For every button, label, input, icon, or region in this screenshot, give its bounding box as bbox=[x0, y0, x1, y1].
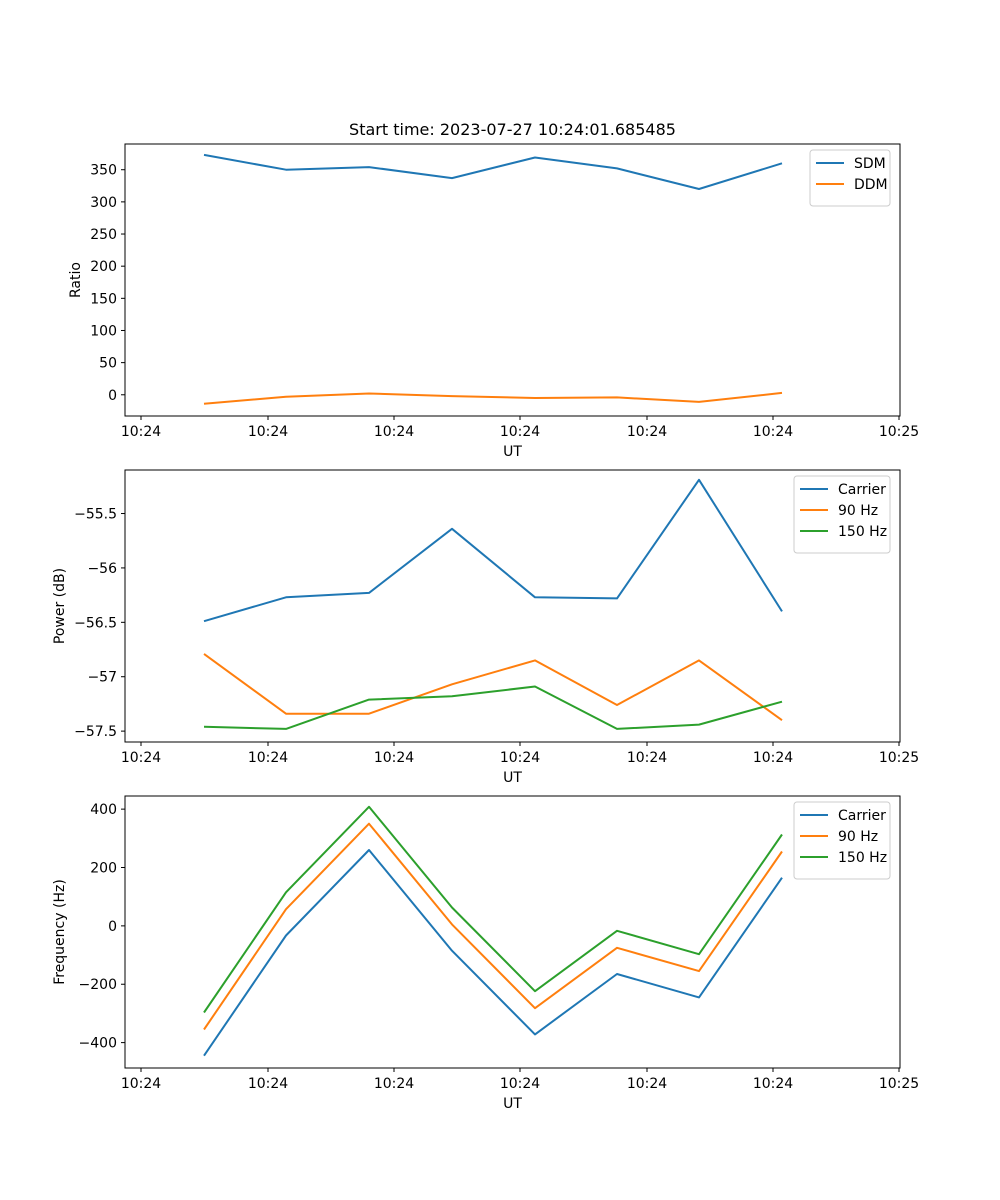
series-line-90-hz bbox=[203, 822, 783, 1031]
y-tick-label: 50 bbox=[99, 356, 117, 372]
y-tick-label: 100 bbox=[90, 323, 117, 339]
x-tick-label: 10:24 bbox=[374, 1076, 414, 1092]
x-tick-label: 10:24 bbox=[627, 1076, 667, 1092]
legend-label: DDM bbox=[854, 177, 888, 193]
x-axis-label: UT bbox=[503, 444, 522, 460]
subplot-1: Start time: 2023-07-27 10:24:01.685485 10… bbox=[68, 120, 919, 460]
y-tick-label: −56 bbox=[87, 561, 117, 577]
legend: SDM DDM bbox=[809, 149, 891, 207]
x-tick-label: 10:24 bbox=[374, 424, 414, 440]
y-tick-label: −57.5 bbox=[74, 724, 117, 740]
x-tick-label: 10:24 bbox=[627, 750, 667, 766]
x-tick-label: 10:24 bbox=[753, 750, 793, 766]
y-tick-label: 300 bbox=[90, 195, 117, 211]
x-tick-label: 10:24 bbox=[627, 424, 667, 440]
y-tick-label: 200 bbox=[90, 259, 117, 275]
legend-label: Carrier bbox=[838, 482, 886, 498]
y-tick-label: −57 bbox=[87, 670, 117, 686]
y-tick-label: 400 bbox=[90, 802, 117, 818]
x-tick-label: 10:24 bbox=[121, 424, 161, 440]
legend-box bbox=[793, 801, 891, 880]
y-axis-label: Ratio bbox=[68, 262, 84, 298]
y-tick-label: −55.5 bbox=[74, 507, 117, 523]
y-tick-label: 0 bbox=[108, 919, 117, 935]
x-tick-label: 10:24 bbox=[248, 1076, 288, 1092]
y-tick-label: −400 bbox=[79, 1036, 117, 1052]
y-axis-label: Power (dB) bbox=[52, 568, 68, 644]
x-axis-label: UT bbox=[503, 770, 522, 786]
legend-label: 90 Hz bbox=[838, 503, 878, 519]
subplot-3: 10:24 10:24 10:24 10:24 10:24 10:24 10:25 UT −40… bbox=[52, 795, 919, 1112]
x-tick-label: 10:24 bbox=[753, 424, 793, 440]
x-tick-label: 10:24 bbox=[500, 750, 540, 766]
legend-box bbox=[793, 475, 891, 554]
x-tick-label: 10:24 bbox=[500, 424, 540, 440]
legend-label: 150 Hz bbox=[838, 524, 887, 540]
series-line-sdm bbox=[203, 153, 783, 190]
x-tick-label: 10:24 bbox=[248, 424, 288, 440]
y-tick-label: −56.5 bbox=[74, 615, 117, 631]
x-tick-label: 10:25 bbox=[879, 750, 919, 766]
legend-label: 150 Hz bbox=[838, 850, 887, 866]
series-line-carrier bbox=[203, 478, 783, 623]
legend-label: 90 Hz bbox=[838, 829, 878, 845]
x-tick-label: 10:24 bbox=[121, 750, 161, 766]
series-line-150-hz bbox=[203, 685, 783, 730]
chart-title: Start time: 2023-07-27 10:24:01.685485 bbox=[349, 120, 676, 139]
y-tick-label: −200 bbox=[79, 977, 117, 993]
legend-label: SDM bbox=[854, 156, 886, 172]
x-tick-label: 10:24 bbox=[500, 1076, 540, 1092]
y-tick-label: 200 bbox=[90, 861, 117, 877]
legend: Carrier 90 Hz 150 Hz bbox=[793, 801, 891, 880]
axes-frame bbox=[124, 469, 901, 743]
legend-label: Carrier bbox=[838, 808, 886, 824]
axes-frame bbox=[124, 143, 901, 417]
series-line-carrier bbox=[203, 849, 783, 1057]
series-line-90-hz bbox=[203, 653, 783, 722]
x-axis-label: UT bbox=[503, 1096, 522, 1112]
x-tick-label: 10:24 bbox=[753, 1076, 793, 1092]
x-tick-label: 10:24 bbox=[248, 750, 288, 766]
axes-frame bbox=[124, 795, 901, 1069]
y-axis-label: Frequency (Hz) bbox=[52, 879, 68, 985]
y-tick-label: 350 bbox=[90, 163, 117, 179]
y-tick-label: 150 bbox=[90, 291, 117, 307]
x-tick-label: 10:24 bbox=[374, 750, 414, 766]
x-tick-label: 10:24 bbox=[121, 1076, 161, 1092]
series-line-150-hz bbox=[203, 805, 783, 1014]
x-tick-label: 10:25 bbox=[879, 1076, 919, 1092]
subplot-2: 10:24 10:24 10:24 10:24 10:24 10:24 10:25 UT −57… bbox=[52, 469, 919, 786]
series-line-ddm bbox=[203, 391, 783, 405]
x-tick-label: 10:25 bbox=[879, 424, 919, 440]
legend: Carrier 90 Hz 150 Hz bbox=[793, 475, 891, 554]
y-tick-label: 0 bbox=[108, 388, 117, 404]
y-tick-label: 250 bbox=[90, 227, 117, 243]
